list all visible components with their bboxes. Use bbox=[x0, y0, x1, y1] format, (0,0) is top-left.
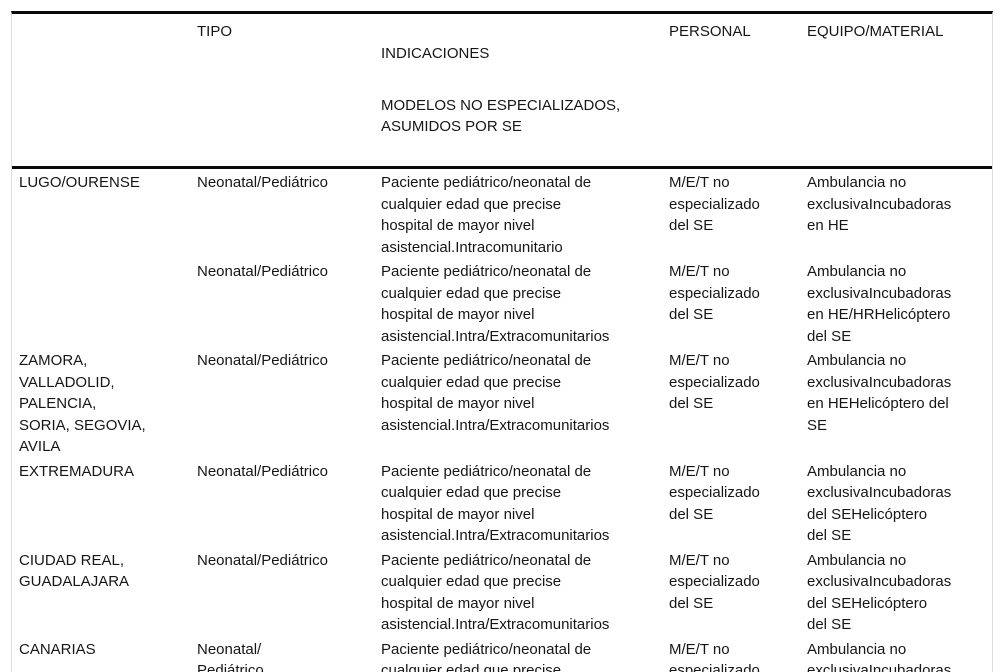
region-cell: CIUDAD REAL, GUADALAJARA bbox=[19, 551, 130, 591]
personal-cell: M/E/T no especializado del SE bbox=[669, 352, 760, 412]
table-row: ZAMORA, VALLADOLID, PALENCIA, SORIA, SEG… bbox=[12, 347, 992, 458]
table-row: CIUDAD REAL, GUADALAJARA Neonatal/Pediát… bbox=[12, 547, 992, 636]
region-cell: EXTREMADURA bbox=[19, 462, 135, 480]
tipo-cell: Neonatal/Pediátrico bbox=[197, 174, 328, 191]
table-body: LUGO/OURENSE Neonatal/Pediátrico Pacient… bbox=[12, 168, 992, 672]
tipo-cell: Neonatal/Pediátrico bbox=[197, 462, 328, 480]
personal-cell: M/E/T no especializado del SE bbox=[669, 551, 760, 612]
header-indicaciones-sublabel: MODELOS NO ESPECIALIZADOS, ASUMIDOS POR … bbox=[381, 96, 621, 136]
personal-cell: M/E/T no especializado del SE bbox=[669, 174, 760, 234]
header-tipo: TIPO bbox=[197, 14, 381, 169]
data-table: TIPO INDICACIONES MODELOS NO ESPECIALIZA… bbox=[12, 14, 992, 672]
equipo-cell: Ambulancia no exclusivaIncubadoras del S… bbox=[807, 462, 952, 545]
equipo-cell: Ambulancia no exclusivaIncubadoras en HE… bbox=[807, 263, 952, 345]
tipo-cell: Neonatal/Pediátrico bbox=[197, 551, 328, 569]
region-cell: ZAMORA, VALLADOLID, PALENCIA, SORIA, SEG… bbox=[19, 352, 146, 455]
table-row: CANARIAS Neonatal/ Pediátrico Paciente p… bbox=[12, 636, 992, 672]
header-personal: PERSONAL bbox=[669, 14, 807, 169]
header-region bbox=[12, 14, 197, 169]
table-header: TIPO INDICACIONES MODELOS NO ESPECIALIZA… bbox=[12, 14, 992, 169]
header-indicaciones: INDICACIONES MODELOS NO ESPECIALIZADOS, … bbox=[381, 14, 669, 169]
region-cell: CANARIAS bbox=[19, 640, 96, 658]
indicaciones-cell: Paciente pediátrico/neonatal de cualquie… bbox=[381, 174, 592, 256]
indicaciones-cell: Paciente pediátrico/neonatal de cualquie… bbox=[381, 263, 610, 345]
table-row: Neonatal/Pediátrico Paciente pediátrico/… bbox=[12, 258, 992, 347]
equipo-cell: Ambulancia no exclusivaIncubadoras del S… bbox=[807, 640, 952, 672]
header-row: TIPO INDICACIONES MODELOS NO ESPECIALIZA… bbox=[12, 14, 992, 169]
table-row: LUGO/OURENSE Neonatal/Pediátrico Pacient… bbox=[12, 168, 992, 259]
indicaciones-cell: Paciente pediátrico/neonatal de cualquie… bbox=[381, 551, 610, 634]
tipo-cell: Neonatal/ Pediátrico bbox=[197, 640, 264, 672]
region-cell bbox=[12, 258, 197, 347]
table-row: EXTREMADURA Neonatal/Pediátrico Paciente… bbox=[12, 458, 992, 547]
header-indicaciones-label: INDICACIONES bbox=[381, 44, 490, 62]
tipo-cell: Neonatal/Pediátrico bbox=[197, 352, 328, 369]
personal-cell: M/E/T no especializado del SE bbox=[669, 640, 760, 672]
personal-cell: M/E/T no especializado del SE bbox=[669, 263, 760, 323]
personal-cell: M/E/T no especializado del SE bbox=[669, 462, 760, 523]
equipo-cell: Ambulancia no exclusivaIncubadoras del S… bbox=[807, 551, 952, 634]
indicaciones-cell: Paciente pediátrico/neonatal de cualquie… bbox=[381, 352, 610, 434]
region-cell: LUGO/OURENSE bbox=[19, 174, 140, 191]
transport-models-table: TIPO INDICACIONES MODELOS NO ESPECIALIZA… bbox=[11, 11, 993, 672]
indicaciones-cell: Paciente pediátrico/neonatal de cualquie… bbox=[381, 462, 610, 545]
indicaciones-cell: Paciente pediátrico/neonatal de cualquie… bbox=[381, 640, 592, 672]
equipo-cell: Ambulancia no exclusivaIncubadoras en HE bbox=[807, 174, 952, 234]
header-equipo-material: EQUIPO/MATERIAL bbox=[807, 14, 992, 169]
tipo-cell: Neonatal/Pediátrico bbox=[197, 263, 328, 280]
equipo-cell: Ambulancia no exclusivaIncubadoras en HE… bbox=[807, 352, 952, 434]
